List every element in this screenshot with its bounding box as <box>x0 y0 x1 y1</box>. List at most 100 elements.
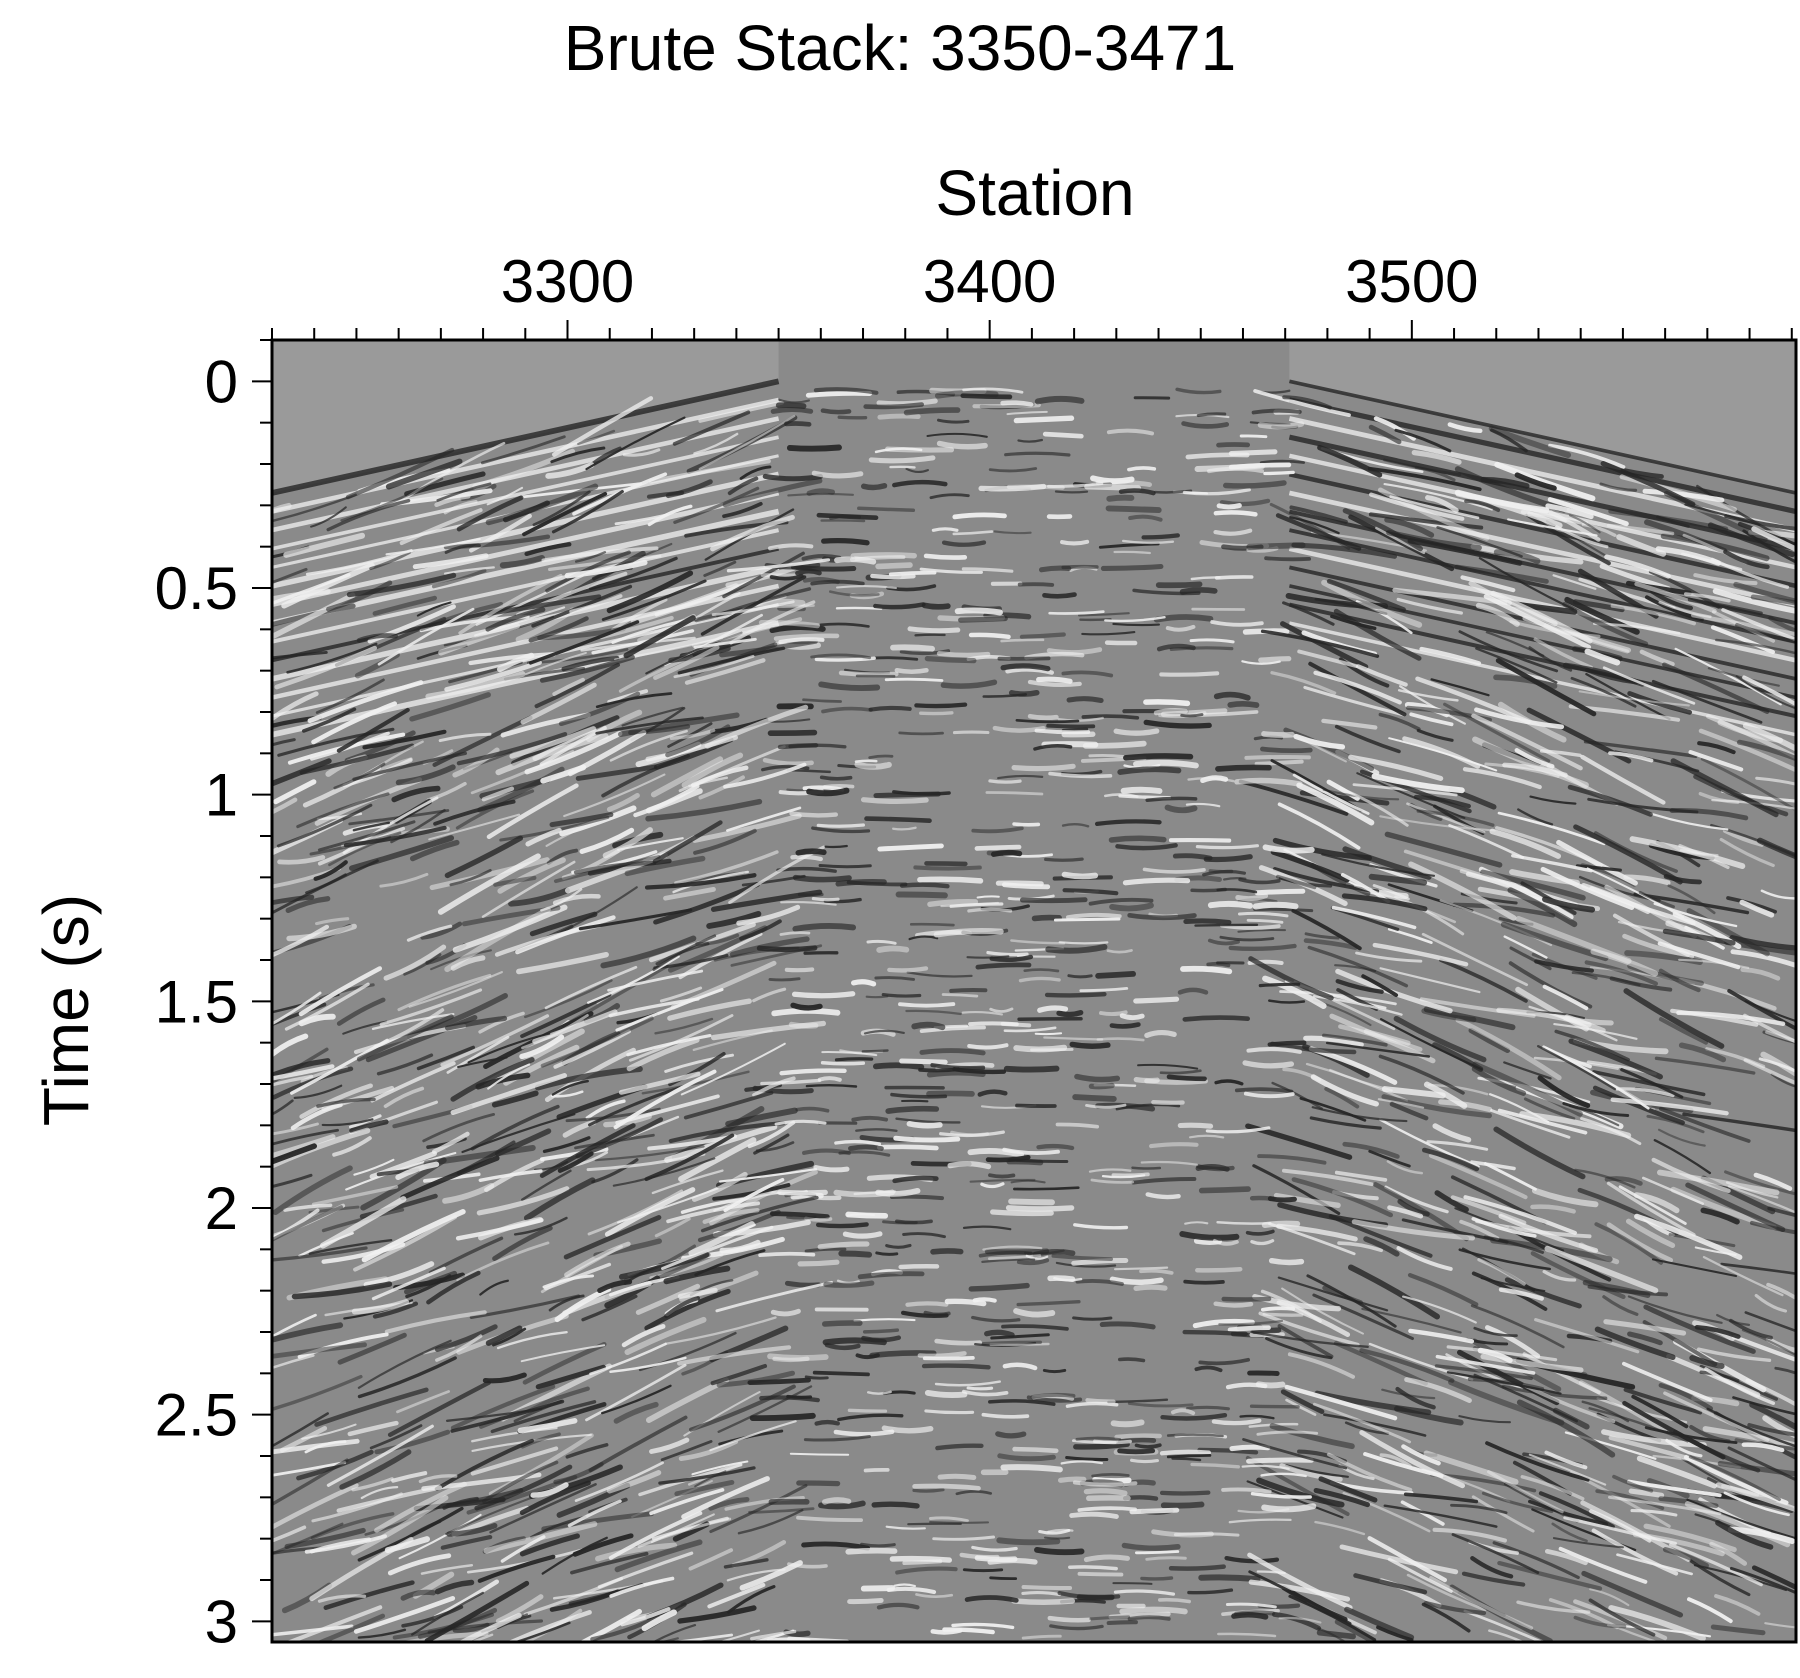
reflector-stroke <box>990 1175 1013 1176</box>
reflector-stroke <box>1136 763 1196 766</box>
reflector-stroke <box>1003 666 1048 669</box>
reflector-stroke <box>896 1138 958 1140</box>
reflector-stroke <box>933 529 957 531</box>
reflector-stroke <box>1164 1505 1202 1506</box>
reflector-stroke <box>815 1373 868 1375</box>
reflector-stroke <box>1022 900 1085 901</box>
reflector-stroke <box>1086 1491 1125 1493</box>
reflector-stroke <box>1198 1167 1227 1170</box>
reflector-stroke <box>1136 1552 1177 1553</box>
reflector-stroke <box>892 1095 945 1097</box>
reflector-stroke <box>958 610 1000 612</box>
reflector-stroke <box>1083 716 1137 718</box>
reflector-stroke <box>845 1234 880 1236</box>
reflector-stroke <box>1130 1617 1169 1619</box>
reflector-stroke <box>872 576 913 577</box>
reflector-stroke <box>1070 1567 1116 1569</box>
reflector-stroke <box>878 565 910 566</box>
reflector-stroke <box>1038 399 1082 402</box>
reflector-stroke <box>1112 905 1151 908</box>
reflector-stroke <box>886 679 942 680</box>
reflector-stroke <box>1003 1467 1060 1469</box>
reflector-stroke <box>1214 1421 1259 1424</box>
reflector-stroke <box>1116 731 1157 733</box>
reflector-stroke <box>759 948 814 950</box>
reflector-stroke <box>1183 969 1229 972</box>
y-tick-label: 0.5 <box>155 555 238 622</box>
reflector-stroke <box>897 670 927 671</box>
chart-title: Brute Stack: 3350-3471 <box>564 12 1236 84</box>
reflector-stroke <box>1030 716 1056 718</box>
reflector-stroke <box>1260 984 1298 985</box>
reflector-stroke <box>1087 487 1138 489</box>
reflector-stroke <box>1171 1567 1224 1569</box>
reflector-stroke <box>857 765 889 767</box>
reflector-stroke <box>800 1262 837 1264</box>
reflector-stroke <box>1077 1438 1120 1439</box>
reflector-stroke <box>825 1500 849 1502</box>
reflector-stroke <box>763 575 798 576</box>
reflector-stroke <box>1050 1618 1089 1620</box>
reflector-stroke <box>879 948 906 950</box>
reflector-stroke <box>915 1486 979 1488</box>
reflector-stroke <box>1153 1102 1182 1103</box>
reflector-stroke <box>1120 769 1178 772</box>
reflector-stroke <box>1185 1282 1223 1283</box>
reflector-stroke <box>1037 1550 1082 1552</box>
reflector-stroke <box>1014 1601 1072 1602</box>
reflector-stroke <box>900 733 943 734</box>
reflector-stroke <box>990 1560 1035 1562</box>
reflector-stroke <box>1133 1168 1160 1169</box>
reflector-stroke <box>780 1192 825 1193</box>
reflector-stroke <box>900 1004 953 1006</box>
reflector-stroke <box>1017 1106 1055 1107</box>
reflector-stroke <box>799 1483 838 1484</box>
reflector-stroke <box>1272 1261 1302 1263</box>
reflector-stroke <box>1256 905 1296 907</box>
reflector-stroke <box>814 473 861 476</box>
reflector-stroke <box>1014 1188 1078 1189</box>
reflector-stroke <box>1147 1558 1186 1560</box>
reflector-stroke <box>999 1540 1057 1542</box>
reflector-stroke <box>1125 880 1187 883</box>
reflector-stroke <box>902 1061 946 1062</box>
reflector-stroke <box>884 1222 917 1223</box>
reflector-stroke <box>1040 1008 1066 1010</box>
reflector-stroke <box>1036 1033 1061 1034</box>
reflector-stroke <box>1074 1318 1111 1319</box>
reflector-stroke <box>854 982 874 984</box>
reflector-stroke <box>1234 1615 1266 1617</box>
reflector-stroke <box>1142 1578 1172 1579</box>
reflector-stroke <box>1120 1359 1144 1360</box>
reflector-stroke <box>909 1124 940 1126</box>
reflector-stroke <box>1257 891 1303 893</box>
reflector-stroke <box>1115 552 1150 553</box>
reflector-stroke <box>836 1432 892 1434</box>
reflector-stroke <box>1226 483 1284 486</box>
reflector-stroke <box>1009 487 1063 488</box>
x-tick-label: 3300 <box>501 248 634 315</box>
reflector-stroke <box>876 1065 921 1067</box>
reflector-stroke <box>933 1251 961 1252</box>
reflector-stroke <box>853 1118 886 1120</box>
reflector-stroke <box>1050 1278 1072 1279</box>
reflector-stroke <box>951 990 985 991</box>
reflector-stroke <box>1020 584 1052 585</box>
reflector-stroke <box>901 1266 937 1267</box>
reflector-stroke <box>1246 757 1309 758</box>
reflector-stroke <box>911 924 953 925</box>
reflector-stroke <box>1148 1194 1179 1197</box>
reflector-stroke <box>880 846 942 849</box>
reflector-stroke <box>793 1005 820 1008</box>
reflector-stroke <box>818 825 863 826</box>
reflector-stroke <box>1122 1016 1142 1018</box>
reflector-stroke <box>1059 1013 1081 1015</box>
reflector-stroke <box>1168 1455 1210 1457</box>
reflector-stroke <box>808 393 869 395</box>
reflector-stroke <box>1060 942 1108 943</box>
reflector-stroke <box>955 732 988 733</box>
reflector-stroke <box>1252 1406 1299 1407</box>
reflector-stroke <box>792 1025 816 1027</box>
reflector-stroke <box>1147 798 1195 800</box>
reflector-stroke <box>863 1051 888 1052</box>
